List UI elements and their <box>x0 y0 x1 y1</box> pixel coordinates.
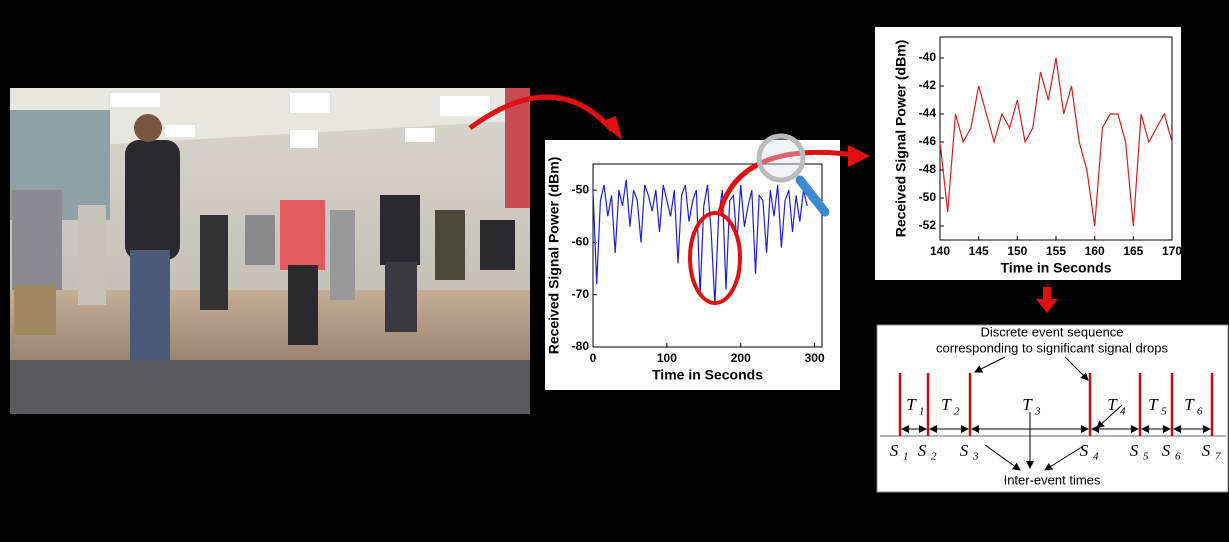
y-tick-label: -50 <box>572 182 590 196</box>
x-tick-label: 200 <box>731 351 751 365</box>
y-tick-label: -80 <box>572 339 590 353</box>
event-label: S <box>1080 441 1089 460</box>
y-tick-label: -48 <box>919 162 937 176</box>
x-tick-label: 170 <box>1162 244 1182 258</box>
plot-frame <box>940 37 1172 240</box>
event-label: S <box>1202 441 1211 460</box>
photo <box>10 88 530 414</box>
x-tick-label: 155 <box>1046 244 1066 258</box>
event-label: S <box>1162 441 1171 460</box>
interval-subscript: 4 <box>1120 406 1126 418</box>
x-axis-label: Time in Seconds <box>1001 260 1112 276</box>
y-tick-label: -52 <box>919 218 937 232</box>
y-tick-label: -40 <box>919 50 937 64</box>
interval-subscript: 1 <box>919 406 925 418</box>
interval-subscript: 3 <box>1034 406 1041 418</box>
interval-label: T <box>1148 395 1159 414</box>
event-subscript: 7 <box>1215 451 1221 463</box>
y-tick-label: -42 <box>919 78 937 92</box>
y-tick-label: -60 <box>572 235 590 249</box>
interval-subscript: 2 <box>954 406 960 418</box>
x-tick-label: 300 <box>805 351 825 365</box>
arrow <box>1043 287 1051 301</box>
event-subscript: 2 <box>931 451 937 463</box>
interval-label: T <box>1184 395 1195 414</box>
interval-subscript: 5 <box>1161 406 1167 418</box>
event-label: S <box>1130 441 1139 460</box>
x-tick-label: 160 <box>1085 244 1105 258</box>
x-tick-label: 0 <box>590 351 597 365</box>
y-tick-label: -50 <box>919 190 937 204</box>
event-subscript: 1 <box>903 451 909 463</box>
y-axis-label: Received Signal Power (dBm) <box>546 157 562 355</box>
x-tick-label: 140 <box>930 244 950 258</box>
event-subscript: 6 <box>1175 451 1181 463</box>
event-subscript: 5 <box>1143 451 1149 463</box>
footer: Inter-event times <box>1004 472 1101 487</box>
x-axis-label: Time in Seconds <box>652 367 763 383</box>
y-axis-label: Received Signal Power (dBm) <box>893 40 909 238</box>
y-tick-label: -44 <box>919 106 937 120</box>
caption: Discrete event sequence <box>980 324 1123 339</box>
event-label: S <box>960 441 969 460</box>
event-label: S <box>890 441 899 460</box>
x-tick-label: 100 <box>657 351 677 365</box>
event-subscript: 4 <box>1093 451 1099 463</box>
event-label: S <box>918 441 927 460</box>
caption: corresponding to significant signal drop… <box>936 340 1168 355</box>
slide: -80 -70 -60 -50 0 100 200 300 Time in Seconds Rec… <box>0 0 1229 542</box>
x-tick-label: 165 <box>1123 244 1143 258</box>
interval-subscript: 6 <box>1197 406 1203 418</box>
interval-label: T <box>941 395 952 414</box>
interval-label: T <box>1107 395 1118 414</box>
x-tick-label: 150 <box>1007 244 1027 258</box>
interval-label: T <box>1022 395 1033 414</box>
y-tick-label: -46 <box>919 134 937 148</box>
diagram: Discrete event sequence corresponding to… <box>877 324 1228 492</box>
interval-label: T <box>906 395 917 414</box>
x-tick-label: 145 <box>969 244 989 258</box>
y-tick-label: -70 <box>572 287 590 301</box>
event-subscript: 3 <box>972 451 979 463</box>
